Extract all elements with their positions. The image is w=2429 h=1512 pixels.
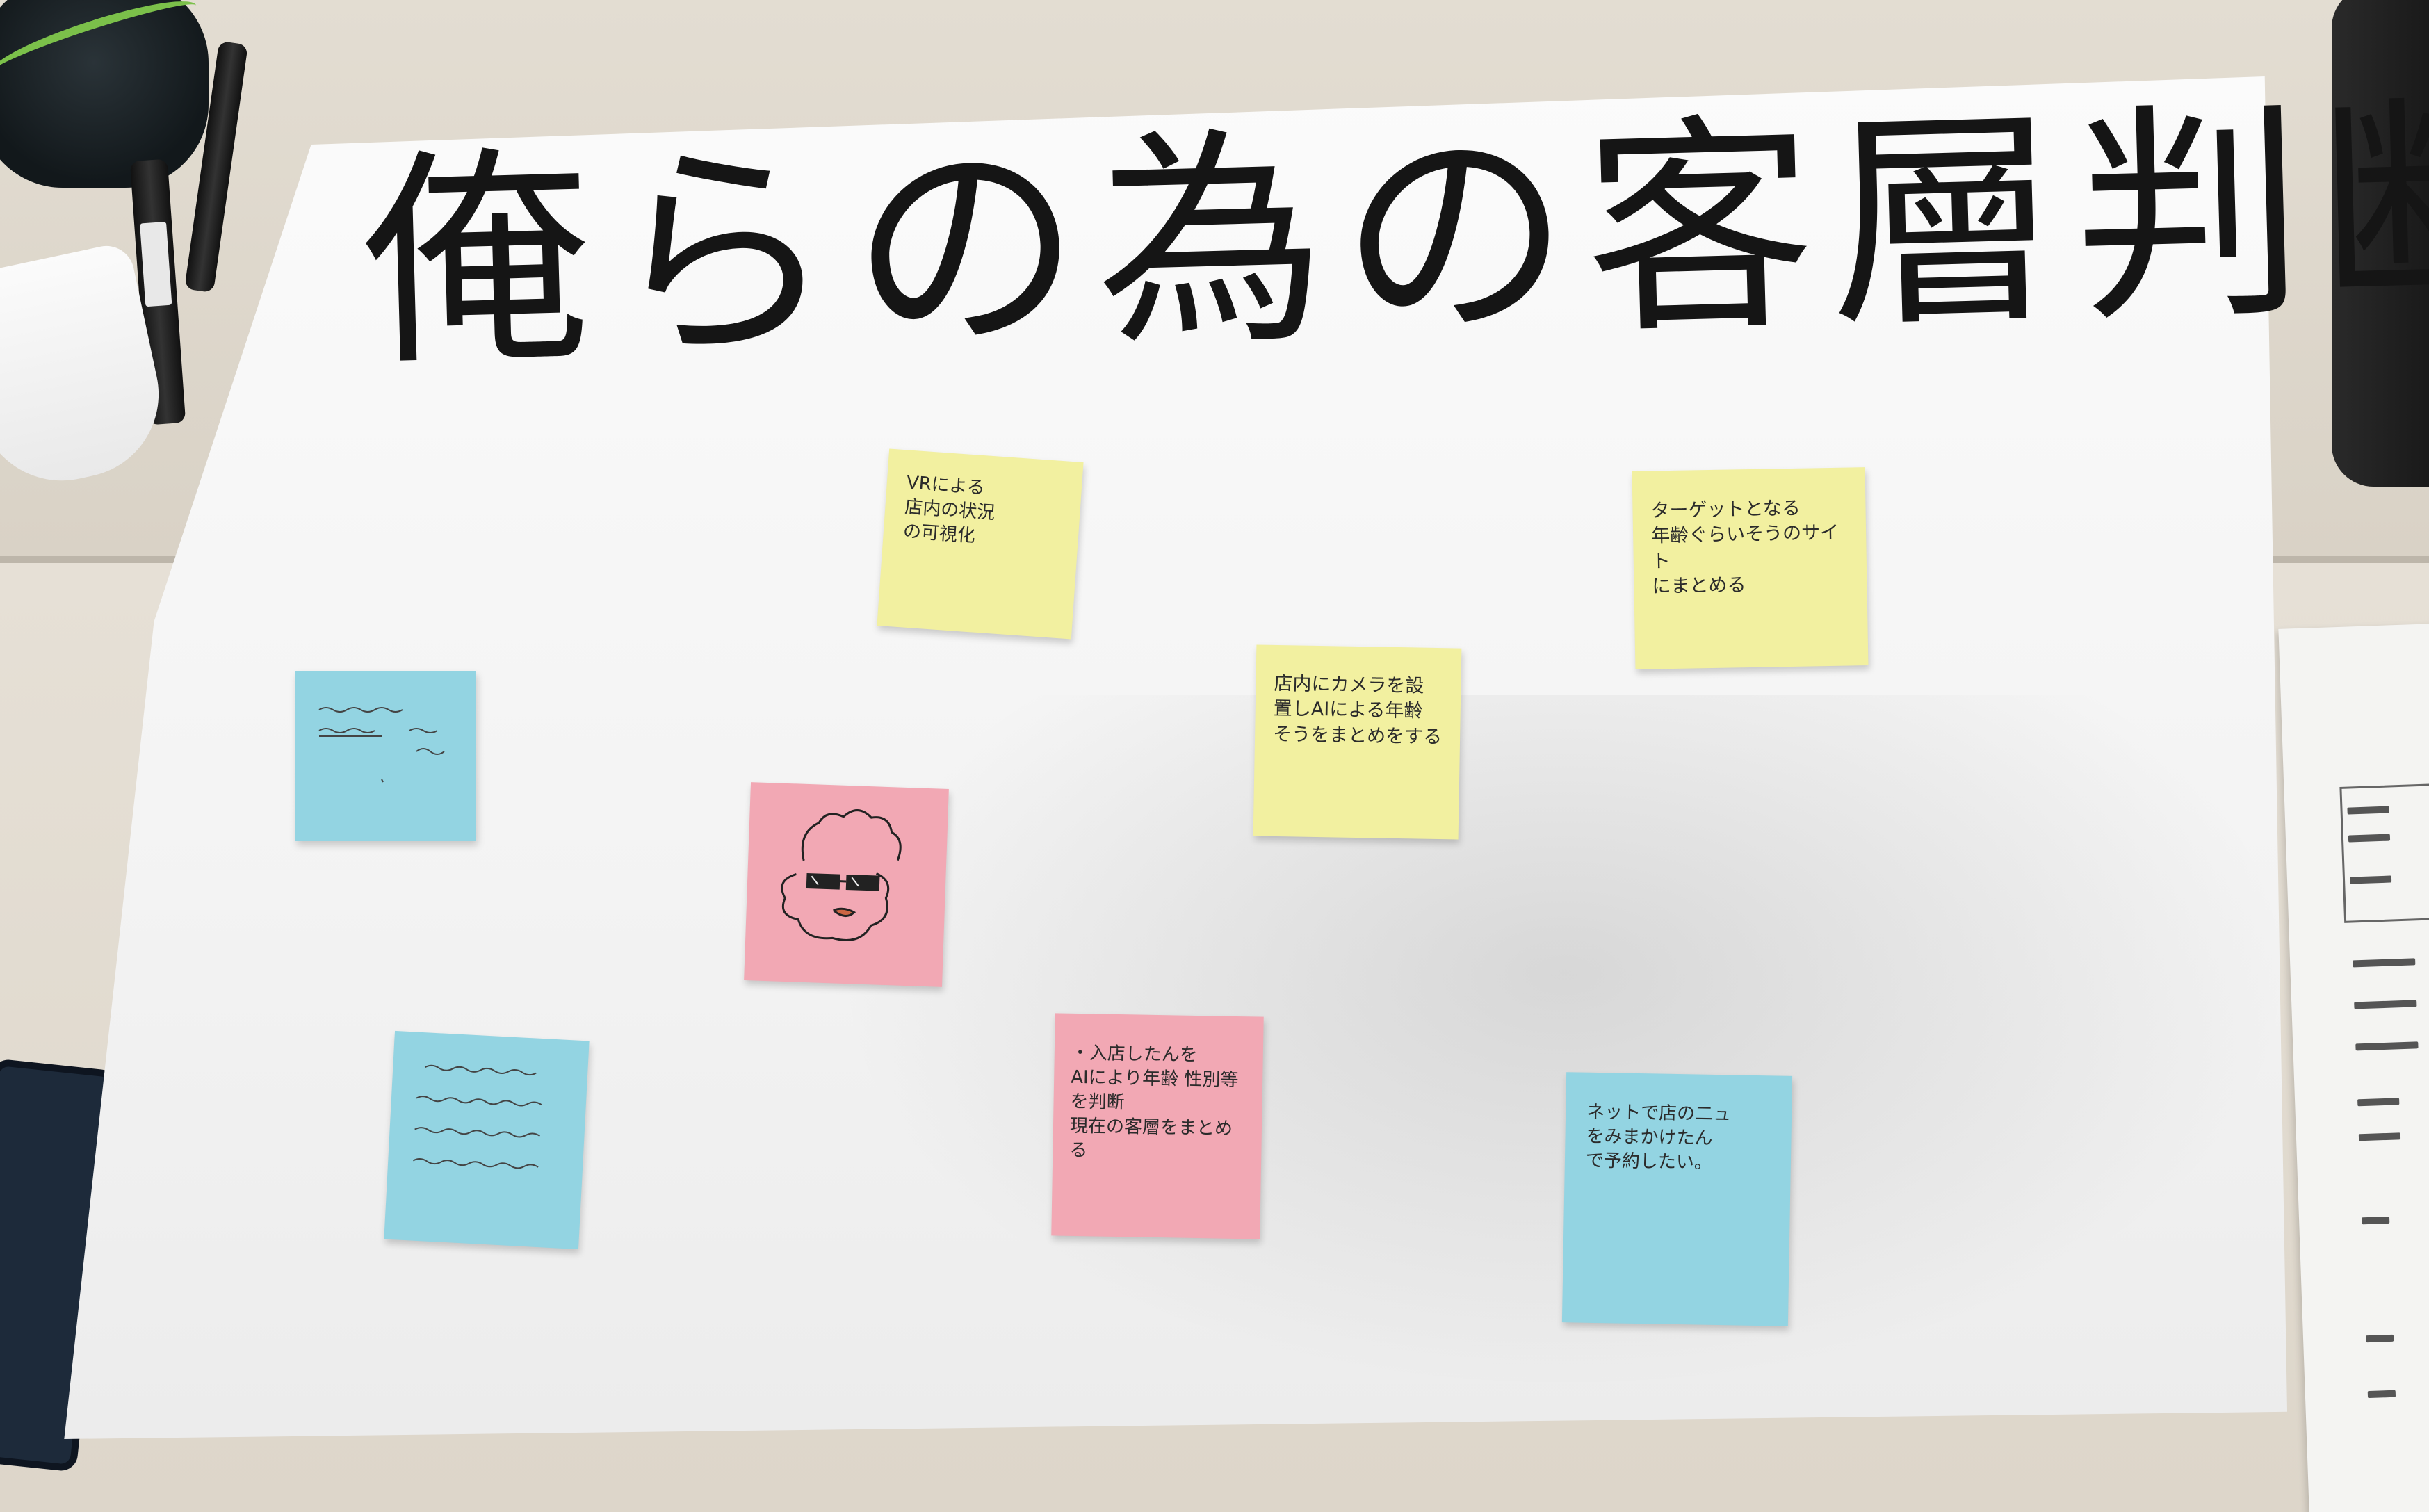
document-table	[2339, 782, 2429, 923]
sticky-note-pink-ai: ・入店したんを AIにより年齢 性別等 を判断 現在の客層をまとめる	[1051, 1013, 1264, 1239]
marker-label	[140, 221, 172, 307]
sticky-note-blue-net: ネットで店の二ュ をみまかけたん で予約したい。	[1561, 1072, 1793, 1326]
sticky-note-blue-left	[295, 671, 476, 841]
document-line	[2358, 1132, 2401, 1141]
document-line	[2354, 1000, 2417, 1009]
sticky-note-target: ターゲットとなる 年齢ぐらいそうのサイト にまとめる	[1632, 467, 1869, 669]
sticky-note-text: 店内にカメラを設 置しAIによる年齢 そうをまとめをする	[1272, 672, 1443, 748]
sticky-note-vr: VRによる 店内の状況 の可視化	[877, 448, 1084, 640]
sticky-note-text: ・入店したんを AIにより年齢 性別等 を判断 現在の客層をまとめる	[1069, 1042, 1239, 1162]
sticky-note-text: ネットで店の二ュ をみまかけたん で予約したい。	[1585, 1101, 1732, 1174]
document-line	[2355, 1041, 2419, 1051]
sticky-note-blue-bottom-left	[384, 1030, 590, 1250]
document-line	[2367, 1390, 2396, 1399]
document-line	[2348, 834, 2391, 843]
document-line	[2362, 1216, 2390, 1225]
sticky-note-text: VRによる 店内の状況 の可視化	[902, 472, 996, 547]
scribble-handwriting	[412, 1064, 542, 1169]
cartoon-face-drawing	[781, 809, 902, 941]
document-line	[2353, 958, 2416, 968]
scribble-handwriting	[318, 707, 445, 783]
poster-title: 俺らの為の客層判断	[358, 73, 2429, 398]
document-line	[2365, 1334, 2394, 1343]
pencil-pouch	[0, 0, 209, 188]
document-line	[2349, 875, 2392, 884]
dark-bag	[2332, 0, 2429, 487]
document-line	[2357, 1098, 2400, 1107]
sticky-note-text: ターゲットとなる 年齢ぐらいそうのサイト にまとめる	[1650, 497, 1839, 598]
pouch-strap	[0, 0, 202, 90]
document-line	[2347, 806, 2389, 815]
sticky-note-camera: 店内にカメラを設 置しAIによる年齢 そうをまとめをする	[1253, 644, 1462, 840]
sticky-note-face-drawing	[744, 782, 949, 987]
